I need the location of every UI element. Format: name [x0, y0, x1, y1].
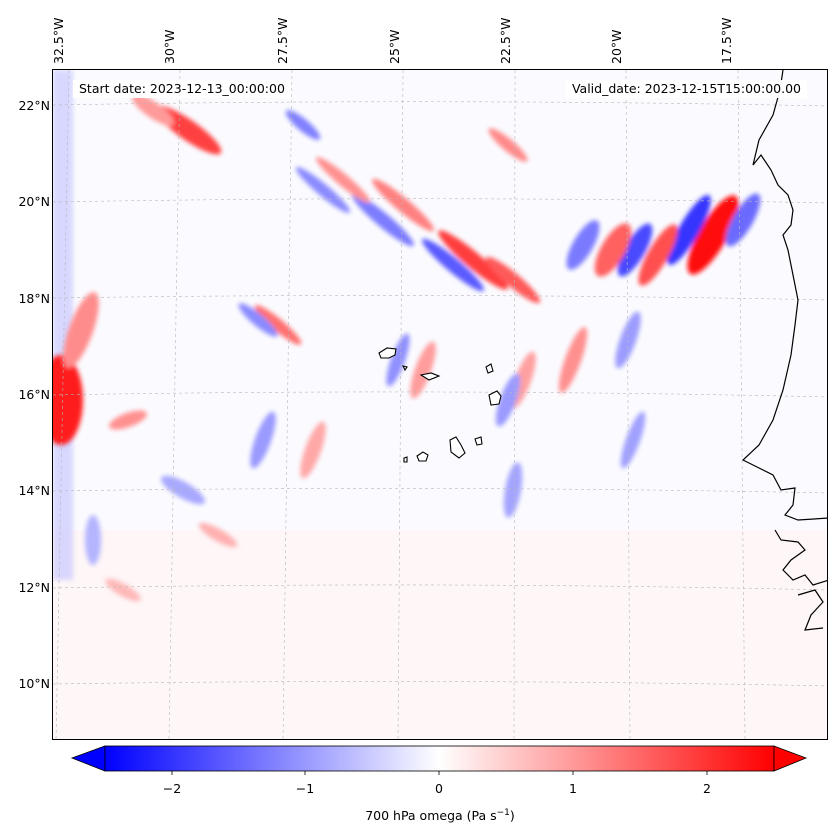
lat-label: 10°N: [18, 676, 50, 691]
colorbar-tick: 1: [569, 781, 577, 796]
colorbar-tick: 2: [703, 781, 711, 796]
lon-label: 22.5°W: [498, 17, 513, 64]
lat-label: 16°N: [18, 387, 50, 402]
coastline: [741, 70, 827, 631]
lon-label: 17.5°W: [719, 17, 734, 64]
colorbar-gradient: [104, 745, 775, 772]
colorbar-tick: −1: [295, 781, 315, 796]
lat-label: 20°N: [18, 194, 50, 209]
colorbar: [70, 745, 808, 775]
lat-label: 12°N: [18, 580, 50, 595]
map-panel[interactable]: Start date: 2023-12-13_00:00:00 Valid_da…: [52, 69, 828, 740]
colorbar-tick: 0: [435, 781, 443, 796]
colorbar-tick: −2: [162, 781, 182, 796]
colorbar-label: 700 hPa omega (Pa s−1): [365, 808, 515, 824]
lon-label: 32.5°W: [51, 17, 66, 64]
omega-field: [53, 70, 827, 739]
lon-label: 30°W: [162, 29, 177, 64]
lon-label: 27.5°W: [275, 17, 290, 64]
colorbar-max-extend: [773, 745, 808, 772]
valid-date-label: Valid_date: 2023-12-15T15:00:00.00: [565, 80, 807, 98]
lon-label: 25°W: [387, 29, 402, 64]
colorbar-min-extend: [70, 745, 106, 772]
cape-verde-islands: [378, 347, 502, 463]
lat-label: 14°N: [18, 483, 50, 498]
graticule: [53, 70, 827, 739]
lat-label: 22°N: [18, 98, 50, 113]
lat-label: 18°N: [18, 291, 50, 306]
start-date-label: Start date: 2023-12-13_00:00:00: [73, 80, 291, 98]
lon-label: 20°W: [609, 29, 624, 64]
